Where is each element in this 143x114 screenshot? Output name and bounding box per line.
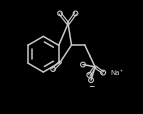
Text: Na⁺: Na⁺ — [111, 69, 124, 75]
Text: −: − — [88, 81, 94, 90]
